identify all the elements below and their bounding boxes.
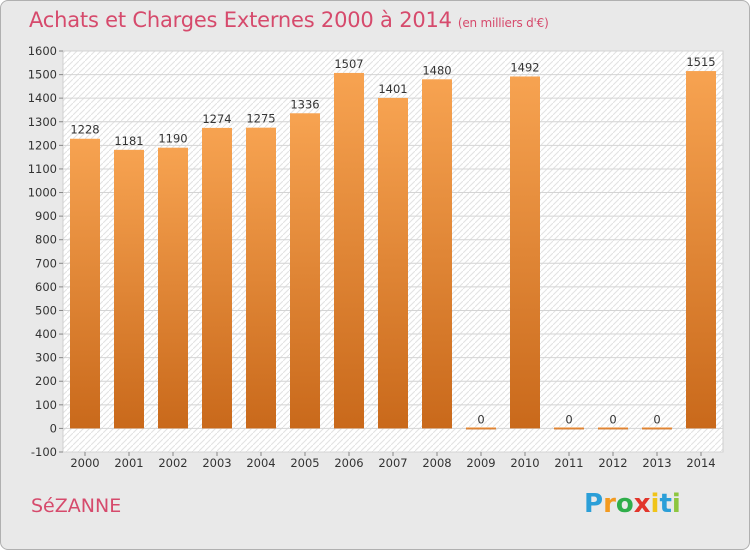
data-label-2013: 0 <box>653 412 660 426</box>
bar-2012 <box>598 427 628 430</box>
data-label-2010: 1492 <box>510 60 539 74</box>
y-tick-label: -100 <box>31 445 57 459</box>
y-tick-label: 1400 <box>28 91 57 105</box>
x-tick-label-2008: 2008 <box>422 456 451 470</box>
y-axis-ticks: -100 0 100 200 300 400 500 600 700 800 900 1000 1100… <box>28 44 63 459</box>
x-tick-label-2014: 2014 <box>686 456 715 470</box>
data-label-2007: 1401 <box>378 82 407 96</box>
bar-2006 <box>334 72 364 429</box>
x-tick-label-2001: 2001 <box>114 456 143 470</box>
y-tick-label: 1600 <box>28 44 57 58</box>
data-label-2005: 1336 <box>290 97 319 111</box>
x-tick-label-2006: 2006 <box>334 456 363 470</box>
bars <box>70 71 716 430</box>
y-tick-label: 300 <box>35 351 57 365</box>
y-tick-label: 600 <box>35 280 57 294</box>
logo-letter: i <box>650 489 660 519</box>
logo-letter: i <box>671 489 681 519</box>
data-label-2011: 0 <box>565 412 572 426</box>
logo-letter: o <box>615 489 634 519</box>
y-tick-label: 200 <box>35 374 57 388</box>
y-tick-label: 1000 <box>28 186 57 200</box>
y-tick-label: 1200 <box>28 138 57 152</box>
x-tick-label-2010: 2010 <box>510 456 539 470</box>
y-tick-label: 0 <box>50 421 57 435</box>
data-label-2012: 0 <box>609 412 616 426</box>
bar-2011 <box>554 427 584 430</box>
city-name: SéZANNE <box>31 495 122 517</box>
bar-2005 <box>290 113 320 429</box>
x-tick-label-2004: 2004 <box>246 456 275 470</box>
x-tick-label-2009: 2009 <box>466 456 495 470</box>
data-label-2008: 1480 <box>422 63 451 77</box>
y-tick-label: 100 <box>35 398 57 412</box>
bar-2004 <box>246 127 276 429</box>
data-label-2009: 0 <box>477 412 484 426</box>
x-tick-label-2005: 2005 <box>290 456 319 470</box>
x-tick-label-2011: 2011 <box>554 456 583 470</box>
bar-2003 <box>202 127 232 429</box>
proxiti-logo: Proxiti <box>584 489 681 519</box>
data-label-2001: 1181 <box>114 134 143 148</box>
x-tick-label-2003: 2003 <box>202 456 231 470</box>
logo-letter: r <box>603 489 616 519</box>
data-label-2006: 1507 <box>334 57 363 71</box>
data-label-2002: 1190 <box>158 132 187 146</box>
x-axis-ticks: 2000 2001 2002 2003 2004 2005 2006 2007 2008 2009… <box>70 452 716 470</box>
logo-letter: P <box>584 489 604 519</box>
y-tick-label: 400 <box>35 327 57 341</box>
data-label-2004: 1275 <box>246 112 275 126</box>
bar-2013 <box>642 427 672 430</box>
logo-letter: x <box>633 489 651 519</box>
y-tick-label: 700 <box>35 256 57 270</box>
y-tick-label: 900 <box>35 209 57 223</box>
chart-title: Achats et Charges Externes 2000 à 2014 (e… <box>29 8 549 32</box>
y-tick-label: 1500 <box>28 68 57 82</box>
bar-2001 <box>114 149 144 429</box>
bar-2002 <box>158 147 188 429</box>
x-tick-label-2012: 2012 <box>598 456 627 470</box>
bar-2010 <box>510 76 540 429</box>
data-label-2014: 1515 <box>686 55 715 69</box>
chart-title-text: Achats et Charges Externes 2000 à 2014 <box>29 8 452 32</box>
bar-2008 <box>422 79 452 429</box>
y-tick-label: 800 <box>35 233 57 247</box>
bar-2009 <box>466 427 496 430</box>
data-label-2003: 1274 <box>202 112 231 126</box>
bar-2014 <box>686 71 716 429</box>
y-tick-label: 1100 <box>28 162 57 176</box>
x-tick-label-2007: 2007 <box>378 456 407 470</box>
x-tick-label-2013: 2013 <box>642 456 671 470</box>
chart-subtitle: (en milliers d'€) <box>457 16 549 30</box>
data-labels: 1228 1181 1190 1274 1275 1336 1507 1401 1480 0 149… <box>70 55 715 426</box>
data-label-2000: 1228 <box>70 123 99 137</box>
y-tick-label: 1300 <box>28 115 57 129</box>
bar-2000 <box>70 138 100 429</box>
bar-2007 <box>378 97 408 429</box>
x-tick-label-2000: 2000 <box>70 456 99 470</box>
y-tick-label: 500 <box>35 303 57 317</box>
logo-letter: t <box>659 489 672 519</box>
x-tick-label-2002: 2002 <box>158 456 187 470</box>
